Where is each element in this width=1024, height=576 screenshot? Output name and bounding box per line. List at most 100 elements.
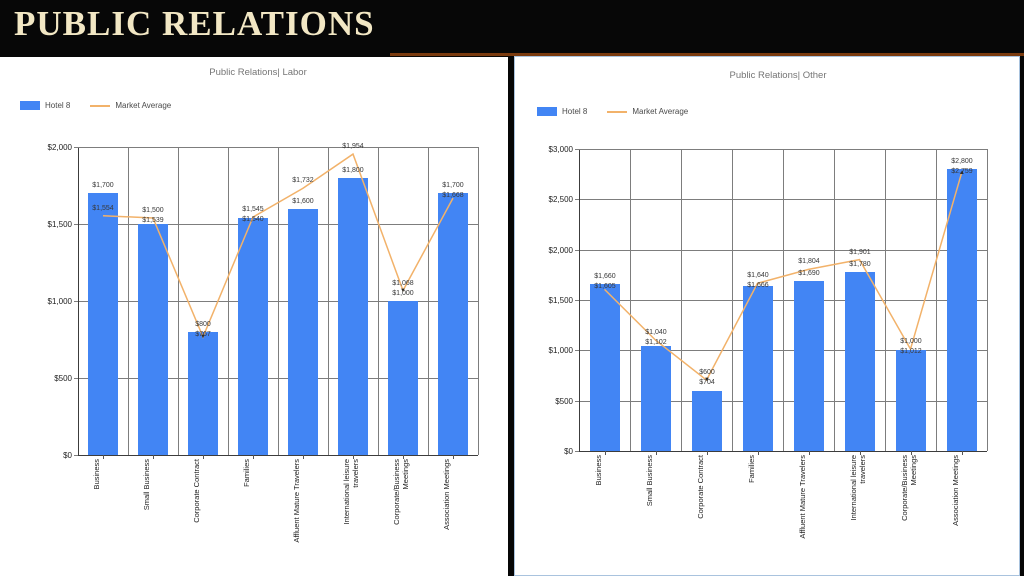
other-chart-panel: Public Relations| Other Hotel 8 Market A…: [514, 56, 1020, 576]
value-label: $1,040: [645, 329, 667, 336]
x-axis-category-label: Association Meetings: [442, 459, 451, 530]
gridline: [428, 147, 429, 455]
x-tick-stub: [103, 455, 104, 459]
bar-families: [238, 218, 268, 455]
gridline: [378, 147, 379, 455]
value-label: $1,901: [849, 249, 871, 256]
bar-affluent-mature-travelers: [794, 281, 824, 451]
value-label: $1,012: [900, 348, 922, 355]
x-tick-stub: [303, 455, 304, 459]
value-label: $2,800: [951, 158, 973, 165]
y-axis-tick-label: $0: [564, 447, 573, 456]
bar-association-meetings: [438, 193, 468, 455]
x-axis-category-label: Corporate/Business Meetings: [392, 459, 410, 525]
value-label: $1,780: [849, 261, 871, 268]
y-tick-stub: [575, 300, 579, 301]
x-tick-stub: [656, 451, 657, 455]
value-label: $1,554: [92, 205, 114, 212]
x-axis-category-label: Small Business: [645, 455, 654, 507]
bar-affluent-mature-travelers: [288, 209, 318, 455]
y-tick-stub: [575, 250, 579, 251]
bar-corporate-contract: [188, 332, 218, 455]
y-tick-stub: [575, 199, 579, 200]
x-axis-category-label: Families: [747, 455, 756, 483]
gridline: [681, 149, 682, 451]
y-tick-stub: [74, 301, 78, 302]
bar-families: [743, 286, 773, 451]
hotel8-swatch-icon: [537, 107, 557, 116]
y-axis-tick-label: $2,000: [548, 246, 573, 255]
x-axis-category-label: Association Meetings: [951, 455, 960, 526]
legend-label-hotel8: Hotel 8: [45, 101, 71, 110]
gridline: [579, 149, 580, 451]
x-axis-category-label: International leisure travelers: [342, 459, 360, 525]
y-axis-tick-label: $1,000: [47, 297, 72, 306]
value-label: $1,700: [442, 182, 464, 189]
x-tick-stub: [203, 455, 204, 459]
gridline: [128, 147, 129, 455]
value-label: $1,539: [142, 217, 164, 224]
legend-label-hotel8: Hotel 8: [562, 107, 588, 116]
x-tick-stub: [860, 451, 861, 455]
x-tick-stub: [403, 455, 404, 459]
value-label: $1,690: [798, 270, 820, 277]
value-label: $2,759: [951, 168, 973, 175]
x-axis-category-label: Affluent Mature Travelers: [292, 459, 301, 543]
legend-label-market-average: Market Average: [632, 107, 689, 116]
value-label: $1,800: [342, 167, 364, 174]
y-axis-tick-label: $1,500: [548, 296, 573, 305]
accent-divider: [390, 53, 1024, 56]
x-axis-category-label: Affluent Mature Travelers: [798, 455, 807, 539]
value-label: $1,068: [392, 280, 414, 287]
labor-chart-legend: Hotel 8 Market Average: [20, 101, 191, 110]
gridline: [732, 149, 733, 451]
value-label: $767: [195, 331, 211, 338]
gridline: [178, 147, 179, 455]
x-tick-stub: [911, 451, 912, 455]
x-tick-stub: [453, 455, 454, 459]
bar-small-business: [641, 346, 671, 451]
labor-chart-title: Public Relations| Labor: [209, 67, 307, 78]
value-label: $1,668: [442, 192, 464, 199]
value-label: $1,600: [292, 198, 314, 205]
bar-business: [590, 284, 620, 451]
x-tick-stub: [758, 451, 759, 455]
x-axis-category-label: Business: [92, 459, 101, 490]
value-label: $1,732: [292, 177, 314, 184]
y-axis-tick-label: $500: [54, 374, 72, 383]
value-label: $1,660: [594, 273, 616, 280]
bar-small-business: [138, 224, 168, 455]
plot-border-top: [579, 149, 987, 150]
value-label: $1,804: [798, 258, 820, 265]
market-average-line: [603, 173, 963, 382]
slide-header: PUBLIC RELATIONS: [0, 0, 1024, 56]
gridline: [579, 451, 987, 452]
gridline: [478, 147, 479, 455]
bar-international-leisure-travelers: [845, 272, 875, 451]
bar-business: [88, 193, 118, 455]
x-axis-category-label: International leisure travelers: [849, 455, 867, 521]
legend-item-market-average: Market Average: [607, 107, 688, 116]
x-axis-category-label: Corporate Contract: [192, 459, 201, 523]
y-tick-stub: [575, 451, 579, 452]
value-label: $1,666: [747, 282, 769, 289]
x-axis-category-label: Business: [594, 455, 603, 486]
value-label: $1,000: [900, 338, 922, 345]
gridline: [885, 149, 886, 451]
marker-triangle-down-icon: ▼: [704, 377, 710, 383]
gridline: [278, 147, 279, 455]
plot-border-top: [78, 147, 478, 148]
gridline: [78, 455, 478, 456]
other-chart-title: Public Relations| Other: [729, 70, 827, 81]
value-label: $1,102: [645, 339, 667, 346]
value-label: $1,640: [747, 272, 769, 279]
marker-triangle-down-icon: ▼: [400, 288, 406, 294]
legend-label-market-average: Market Average: [115, 101, 172, 110]
bar-corporate-contract: [692, 391, 722, 451]
y-tick-stub: [575, 350, 579, 351]
value-label: $800: [195, 321, 211, 328]
bar-international-leisure-travelers: [338, 178, 368, 455]
other-chart-legend: Hotel 8 Market Average: [537, 107, 708, 116]
legend-item-hotel8: Hotel 8: [20, 101, 70, 110]
